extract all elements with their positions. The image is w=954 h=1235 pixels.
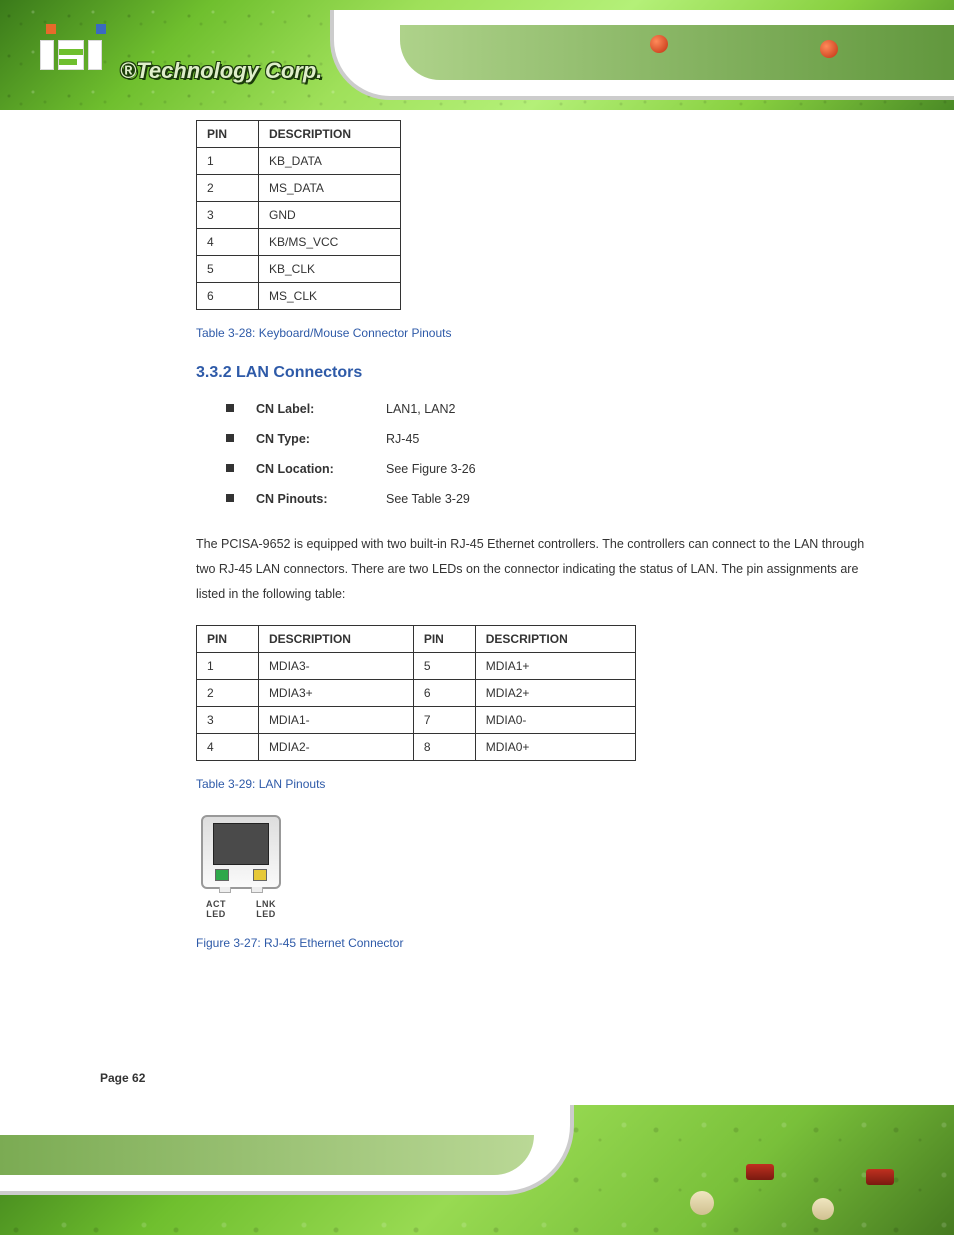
table-caption: Table 3-28: Keyboard/Mouse Connector Pin… <box>196 326 874 340</box>
table-cell: 5 <box>197 256 259 283</box>
page-number: Page 62 <box>100 1071 145 1085</box>
decor-cap-icon <box>690 1191 714 1215</box>
cn-attributes-list: CN Label:LAN1, LAN2 CN Type:RJ-45 CN Loc… <box>196 394 874 514</box>
table-cell: 3 <box>197 202 259 229</box>
table-cell: 3 <box>197 707 259 734</box>
table-cell: 6 <box>197 283 259 310</box>
table-cell: 5 <box>413 653 475 680</box>
cn-label: CN Label: <box>256 394 386 424</box>
table-cell: 6 <box>413 680 475 707</box>
table-caption: Table 3-29: LAN Pinouts <box>196 777 874 791</box>
decor-cap-icon <box>812 1198 834 1220</box>
table-header: PIN <box>413 626 475 653</box>
act-led-icon <box>215 869 229 881</box>
page-content: PIN DESCRIPTION 1KB_DATA 2MS_DATA 3GND 4… <box>196 120 874 950</box>
table-cell: 4 <box>197 734 259 761</box>
table-header: PIN <box>197 121 259 148</box>
table-cell: MDIA0- <box>475 707 635 734</box>
table-cell: 2 <box>197 175 259 202</box>
cn-value: RJ-45 <box>386 432 419 446</box>
rj45-housing <box>201 815 281 889</box>
table-cell: MS_DATA <box>259 175 401 202</box>
table-cell: MDIA3+ <box>258 680 413 707</box>
cn-label: CN Type: <box>256 424 386 454</box>
logo-letter <box>40 40 54 70</box>
table-cell: 4 <box>197 229 259 256</box>
table-cell: 7 <box>413 707 475 734</box>
list-item: CN Label:LAN1, LAN2 <box>196 394 874 424</box>
table-cell: KB_CLK <box>259 256 401 283</box>
logo-letter <box>88 40 102 70</box>
table-cell: 2 <box>197 680 259 707</box>
table-cell: MDIA0+ <box>475 734 635 761</box>
table-cell: MDIA1- <box>258 707 413 734</box>
logo-letter <box>58 40 84 70</box>
banner-stripe <box>0 1135 534 1175</box>
cn-value: See Figure 3-26 <box>386 462 476 476</box>
figure-caption: Figure 3-27: RJ-45 Ethernet Connector <box>196 936 874 950</box>
rj45-port-icon <box>213 823 269 865</box>
table-cell: 1 <box>197 148 259 175</box>
table-header: PIN <box>197 626 259 653</box>
act-led-label: ACTLED <box>201 899 231 920</box>
table-header: DESCRIPTION <box>258 626 413 653</box>
table-cell: KB_DATA <box>259 148 401 175</box>
bottom-banner <box>0 1105 954 1235</box>
top-banner: ®Technology Corp. <box>0 0 954 110</box>
list-item: CN Type:RJ-45 <box>196 424 874 454</box>
logo-square-red <box>46 24 56 34</box>
logo-icon <box>36 24 116 76</box>
table-cell: GND <box>259 202 401 229</box>
cn-label: CN Location: <box>256 454 386 484</box>
cn-value: LAN1, LAN2 <box>386 402 455 416</box>
cn-label: CN Pinouts: <box>256 484 386 514</box>
table-cell: MS_CLK <box>259 283 401 310</box>
logo-square-blue <box>96 24 106 34</box>
lnk-led-icon <box>253 869 267 881</box>
decor-chip-icon <box>866 1169 894 1185</box>
lnk-led-label: LNKLED <box>251 899 281 920</box>
rj45-labels: ACTLED LNKLED <box>201 899 281 920</box>
table-cell: MDIA2- <box>258 734 413 761</box>
decor-chip-icon <box>746 1164 774 1180</box>
decor-dot-icon <box>820 40 838 58</box>
list-item: CN Location:See Figure 3-26 <box>196 454 874 484</box>
decor-dot-icon <box>650 35 668 53</box>
section-heading: 3.3.2 LAN Connectors <box>196 364 874 382</box>
pinout-table-2: PIN DESCRIPTION PIN DESCRIPTION 1 MDIA3-… <box>196 625 636 761</box>
rj45-figure: ACTLED LNKLED <box>196 815 286 920</box>
table-cell: 1 <box>197 653 259 680</box>
rj45-tab <box>219 887 231 893</box>
table-cell: MDIA1+ <box>475 653 635 680</box>
cn-value: See Table 3-29 <box>386 492 470 506</box>
table-cell: MDIA2+ <box>475 680 635 707</box>
logo-text: ®Technology Corp. <box>120 58 322 84</box>
table-header: DESCRIPTION <box>259 121 401 148</box>
table-cell: KB/MS_VCC <box>259 229 401 256</box>
pinout-table-1: PIN DESCRIPTION 1KB_DATA 2MS_DATA 3GND 4… <box>196 120 401 310</box>
table-cell: 8 <box>413 734 475 761</box>
list-item: CN Pinouts:See Table 3-29 <box>196 484 874 514</box>
table-header: DESCRIPTION <box>475 626 635 653</box>
body-paragraph: The PCISA-9652 is equipped with two buil… <box>196 532 874 607</box>
table-cell: MDIA3- <box>258 653 413 680</box>
rj45-tab <box>251 887 263 893</box>
banner-stripe <box>400 25 954 80</box>
